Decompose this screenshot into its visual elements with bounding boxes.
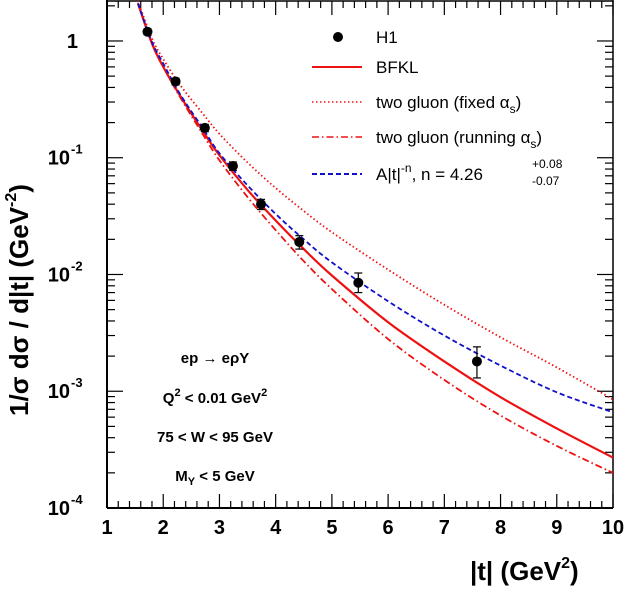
kinematic-annotations: ep → eρY Q2 < 0.01 GeV2 75 < W < 95 GeV … bbox=[157, 350, 273, 488]
x-tick-label: 10 bbox=[602, 517, 624, 539]
y-tick-label: 10 bbox=[48, 381, 70, 403]
x-tick-label: 5 bbox=[326, 517, 337, 539]
x-tick-label: 7 bbox=[439, 517, 450, 539]
x-axis-title: |t| (GeV2) bbox=[470, 555, 579, 586]
y-tick-label: 10 bbox=[48, 498, 70, 520]
plot-frame bbox=[106, 0, 614, 509]
legend-fit-upper-error: +0.08 bbox=[532, 157, 563, 171]
legend-item-power-law-fit: A|t|-n, n = 4.26 +0.08 -0.07 bbox=[312, 157, 563, 188]
data-point bbox=[170, 76, 181, 87]
x-tick-label: 3 bbox=[214, 517, 225, 539]
legend-label-h1: H1 bbox=[376, 28, 398, 47]
legend-item-two-gluon-running: two gluon (running αs) bbox=[312, 128, 542, 151]
y-tick-labels: 110-110-210-310-4 bbox=[48, 31, 84, 520]
legend-label-power-law-fit: A|t|-n, n = 4.26 bbox=[376, 161, 483, 184]
x-tick-label: 1 bbox=[101, 517, 112, 539]
x-tick-labels: 1 2 3 4 5 6 7 8 9 10 bbox=[101, 517, 624, 539]
annotation-q2: Q2 < 0.01 GeV2 bbox=[163, 387, 267, 407]
annotation-w-range: 75 < W < 95 GeV bbox=[157, 429, 273, 446]
legend-item-h1: H1 bbox=[333, 28, 398, 47]
x-tick-label: 6 bbox=[383, 517, 394, 539]
annotation-process: ep → eρY bbox=[181, 350, 249, 367]
data-point bbox=[227, 160, 238, 171]
h1-data-points bbox=[142, 26, 482, 379]
legend: H1 BFKL two gluon (fixed αs) two gluon (… bbox=[312, 28, 563, 188]
legend-fit-lower-error: -0.07 bbox=[532, 174, 560, 188]
x-tick-label: 4 bbox=[270, 517, 282, 539]
y-tick-exponent: -2 bbox=[71, 258, 83, 273]
data-point bbox=[199, 122, 210, 133]
curve-two-gluon-running bbox=[137, 3, 613, 474]
data-point bbox=[353, 277, 364, 288]
legend-label-two-gluon-fixed: two gluon (fixed αs) bbox=[376, 93, 521, 116]
model-curves bbox=[136, 1, 613, 474]
axis-ticks bbox=[106, 1, 614, 509]
y-tick-exponent: -1 bbox=[71, 142, 83, 157]
data-point bbox=[471, 356, 482, 367]
data-point bbox=[256, 199, 267, 210]
data-point bbox=[294, 236, 305, 247]
curve-power-law-fit bbox=[137, 3, 613, 414]
legend-label-bfkl: BFKL bbox=[376, 58, 419, 77]
y-tick-label: 1 bbox=[67, 31, 78, 53]
y-tick-exponent: -4 bbox=[71, 492, 83, 507]
legend-item-bfkl: BFKL bbox=[312, 58, 419, 77]
y-tick-exponent: -3 bbox=[71, 375, 83, 390]
curve-bfkl bbox=[136, 2, 613, 459]
y-tick-label: 10 bbox=[48, 264, 70, 286]
legend-marker-h1 bbox=[333, 32, 343, 42]
data-point bbox=[142, 26, 153, 37]
y-axis-title: 1/σ dσ / d|t| (GeV-2) bbox=[3, 184, 34, 416]
annotation-my: MY < 5 GeV bbox=[175, 468, 254, 488]
legend-label-two-gluon-running: two gluon (running αs) bbox=[376, 128, 542, 151]
x-tick-label: 9 bbox=[551, 517, 562, 539]
x-tick-label: 2 bbox=[158, 517, 169, 539]
legend-item-two-gluon-fixed: two gluon (fixed αs) bbox=[312, 93, 521, 116]
y-tick-label: 10 bbox=[48, 148, 70, 170]
x-tick-label: 8 bbox=[495, 517, 506, 539]
